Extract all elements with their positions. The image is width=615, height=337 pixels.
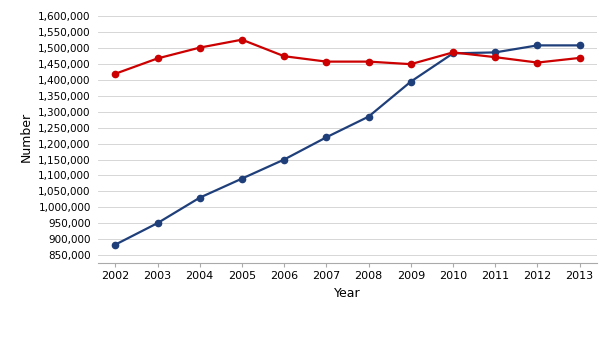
- PAC: [238, 38, 245, 42]
- Community: [111, 243, 119, 247]
- PAC: [491, 55, 499, 59]
- PAC: [154, 56, 161, 60]
- Community: [407, 80, 415, 84]
- Community: [238, 177, 245, 181]
- Community: [323, 135, 330, 139]
- Y-axis label: Number: Number: [20, 112, 33, 161]
- PAC: [450, 50, 457, 54]
- Community: [280, 157, 288, 161]
- Community: [576, 43, 584, 48]
- Community: [534, 43, 541, 48]
- Community: [491, 50, 499, 54]
- PAC: [196, 45, 204, 50]
- PAC: [280, 54, 288, 58]
- X-axis label: Year: Year: [334, 287, 361, 300]
- Community: [365, 115, 372, 119]
- Line: Community: Community: [112, 42, 583, 248]
- Community: [450, 51, 457, 55]
- Community: [196, 196, 204, 200]
- PAC: [534, 61, 541, 65]
- Line: PAC: PAC: [112, 36, 583, 77]
- PAC: [111, 72, 119, 76]
- PAC: [365, 60, 372, 64]
- PAC: [323, 60, 330, 64]
- PAC: [576, 56, 584, 60]
- Community: [154, 221, 161, 225]
- PAC: [407, 62, 415, 66]
